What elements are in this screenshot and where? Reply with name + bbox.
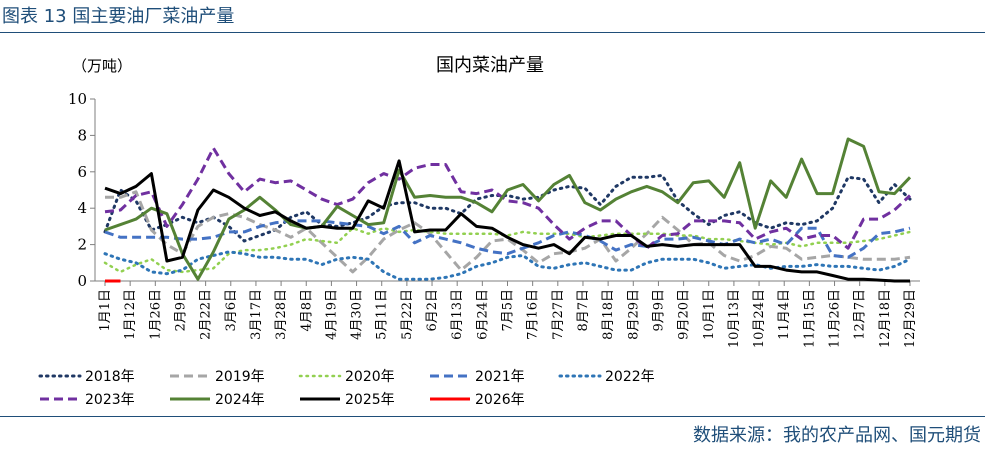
chart: 国内菜油产量 （万吨） 0 2 4 6 8 10 1月1日 1月12日 1月26日 2月9日 2月… bbox=[38, 55, 920, 408]
y-tick-label: 6 bbox=[77, 163, 87, 181]
x-tick-label: 7月5日 bbox=[501, 289, 516, 332]
y-tick-label: 0 bbox=[77, 272, 87, 290]
x-tick-label: 6月2日 bbox=[425, 289, 440, 332]
series-line-3 bbox=[103, 226, 912, 274]
series-layer bbox=[103, 137, 912, 283]
x-tick-label: 4月30日 bbox=[350, 289, 365, 340]
chart-title: 国内菜油产量 bbox=[436, 55, 544, 76]
y-tick-label: 8 bbox=[77, 126, 87, 144]
x-tick-label: 6月24日 bbox=[475, 289, 490, 340]
x-tick-label: 2月22日 bbox=[199, 289, 214, 340]
x-tick-label: 8月29日 bbox=[626, 289, 641, 340]
legend-label: 2025年 bbox=[345, 392, 395, 408]
x-tick-label: 10月24日 bbox=[752, 289, 767, 348]
series-line-6 bbox=[104, 146, 912, 250]
y-tick-label: 2 bbox=[77, 236, 87, 254]
x-tick-label: 4月19日 bbox=[324, 289, 339, 340]
legend-label: 2024年 bbox=[215, 392, 265, 408]
x-tick-label: 12月29日 bbox=[903, 289, 918, 348]
x-tick-label: 12月7日 bbox=[853, 289, 868, 340]
legend-label: 2019年 bbox=[215, 369, 265, 385]
x-tick-label: 3月17日 bbox=[249, 289, 264, 340]
legend-label: 2023年 bbox=[85, 392, 135, 408]
x-tick-label: 2月9日 bbox=[173, 289, 188, 332]
series-line-5 bbox=[103, 250, 912, 281]
series-line-7 bbox=[104, 137, 912, 281]
x-tick-label: 9月20日 bbox=[677, 289, 692, 340]
legend-label: 2026年 bbox=[475, 392, 525, 408]
x-tick-label: 8月18日 bbox=[601, 289, 616, 340]
x-axis: 1月1日 1月12日 1月26日 2月9日 2月22日 3月6日 3月17日 3月28日 4月8… bbox=[95, 280, 920, 348]
x-tick-label: 10月13日 bbox=[727, 289, 742, 348]
x-tick-label: 6月13日 bbox=[450, 289, 465, 340]
series-line-1 bbox=[103, 173, 912, 243]
series-line-8 bbox=[104, 159, 910, 283]
x-tick-label: 5月11日 bbox=[375, 289, 390, 340]
x-tick-label: 5月22日 bbox=[400, 289, 415, 340]
data-source: 数据来源：我的农产品网、国元期货 bbox=[693, 425, 981, 446]
x-tick-label: 10月1日 bbox=[702, 289, 717, 340]
y-tick-label: 10 bbox=[68, 90, 87, 108]
legend-label: 2018年 bbox=[85, 369, 135, 385]
x-tick-label: 3月6日 bbox=[224, 289, 239, 332]
x-tick-label: 11月15日 bbox=[802, 289, 817, 348]
y-axis-unit: （万吨） bbox=[72, 57, 132, 75]
x-tick-label: 9月9日 bbox=[651, 289, 666, 332]
x-tick-label: 1月12日 bbox=[123, 289, 138, 340]
x-tick-label: 7月16日 bbox=[526, 289, 541, 340]
legend-label: 2021年 bbox=[475, 369, 525, 385]
y-axis: 0 2 4 6 8 10 bbox=[68, 90, 96, 290]
legend-label: 2020年 bbox=[345, 369, 395, 385]
legend: 2018年 2019年 2020年 2021年 2022年 2023年 2024年 2025年… bbox=[38, 369, 655, 408]
series-line-2 bbox=[105, 190, 911, 274]
x-tick-label: 11月26日 bbox=[828, 289, 843, 348]
x-tick-label: 8月7日 bbox=[576, 289, 591, 332]
x-tick-label: 7月27日 bbox=[551, 289, 566, 340]
x-tick-label: 1月26日 bbox=[148, 289, 163, 340]
y-tick-label: 4 bbox=[77, 199, 87, 217]
x-tick-label: 12月18日 bbox=[878, 289, 893, 348]
x-tick-label: 4月8日 bbox=[299, 289, 314, 332]
title-rule bbox=[0, 32, 985, 33]
x-tick-label: 11月4日 bbox=[777, 289, 792, 340]
figure-title: 图表 13 国主要油厂菜油产量 bbox=[2, 6, 235, 27]
x-tick-label: 1月1日 bbox=[98, 289, 113, 332]
x-tick-label: 3月28日 bbox=[274, 289, 289, 340]
legend-label: 2022年 bbox=[605, 369, 655, 385]
footer-rule bbox=[0, 416, 985, 417]
series-line-4 bbox=[104, 219, 911, 259]
